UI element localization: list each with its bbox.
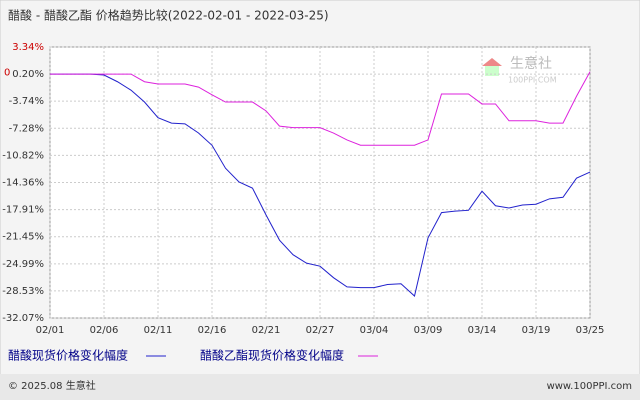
legend-label: 醋酸乙酯现货价格变化幅度	[200, 348, 344, 363]
y-tick-label: 3.34%	[12, 42, 44, 53]
watermark-brand: 生意社	[510, 55, 552, 72]
legend-label: 醋酸现货价格变化幅度	[8, 348, 128, 363]
chart-title: 醋酸 - 醋酸乙酯 价格趋势比较(2022-02-01 - 2022-03-25…	[8, 8, 329, 23]
y-tick-label: -14.36%	[2, 177, 44, 188]
x-tick-label: 03/14	[468, 325, 497, 336]
y-tick-label: -32.07%	[2, 313, 44, 324]
y-tick-label: -17.91%	[2, 205, 44, 216]
footer-right: www.100PPI.com	[547, 381, 632, 392]
x-tick-label: 02/01	[36, 325, 65, 336]
y-tick-label: -21.45%	[2, 232, 44, 243]
watermark-logo	[485, 66, 499, 76]
x-tick-label: 02/27	[306, 325, 335, 336]
x-tick-label: 03/04	[360, 325, 389, 336]
footer-bar	[0, 374, 640, 400]
x-tick-label: 02/21	[252, 325, 281, 336]
y-tick-label: -24.99%	[2, 259, 44, 270]
y-tick-label: -10.82%	[2, 150, 44, 161]
x-tick-label: 02/16	[198, 325, 227, 336]
x-tick-label: 03/09	[414, 325, 443, 336]
x-tick-label: 02/06	[90, 325, 119, 336]
x-tick-label: 03/25	[576, 325, 605, 336]
y-tick-label: -7.28%	[9, 123, 44, 134]
watermark-logo	[482, 58, 502, 66]
x-tick-label: 03/19	[522, 325, 551, 336]
series-line	[50, 71, 591, 146]
zero-tick-label: 0	[4, 68, 10, 79]
series-line	[50, 73, 591, 297]
watermark-site: 100PPI.COM	[508, 76, 557, 85]
y-tick-label: -28.53%	[2, 286, 44, 297]
y-tick-label: 0.20%	[12, 69, 44, 80]
y-tick-label: -3.74%	[9, 96, 44, 107]
footer-left: © 2025.08 生意社	[8, 379, 96, 392]
x-tick-label: 02/11	[144, 325, 173, 336]
